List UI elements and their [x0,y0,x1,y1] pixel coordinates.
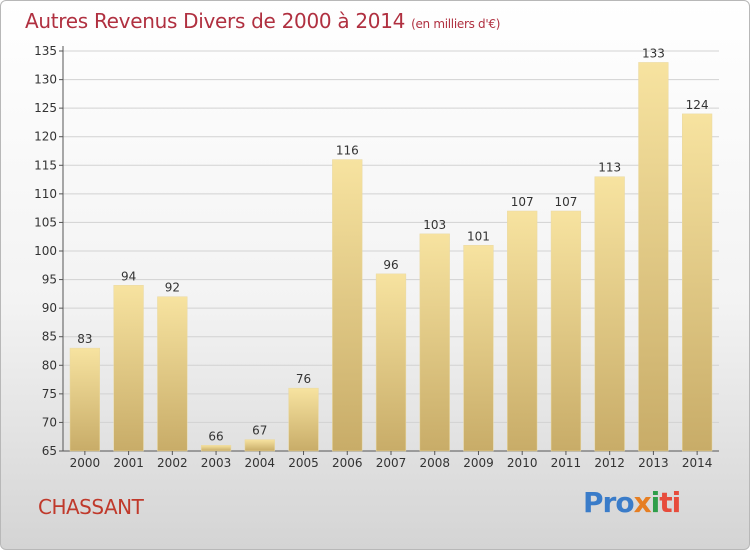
y-tick-label: 100 [34,244,57,258]
bar [463,245,494,452]
x-tick-labels: 2000 2001 2002 2003 2004 2005 2006 2007 2008 2009… [70,451,713,470]
data-label: 66 [208,429,223,443]
city-name: CHASSANT [38,495,144,519]
x-tick-label: 2008 [419,456,450,470]
bar [594,176,625,452]
x-tick-label: 2010 [507,456,538,470]
x-tick-label: 2007 [376,456,407,470]
data-label: 113 [598,161,621,175]
bar [638,62,669,452]
logo-part-3: i [650,486,661,519]
y-tick-label: 110 [34,187,57,201]
bars [69,62,713,452]
x-tick-label: 2000 [70,456,101,470]
x-tick-label: 2012 [594,456,625,470]
logo-part-4: ti [659,486,681,519]
bar [507,210,538,452]
data-labels: 83 94 92 66 67 76 116 96 103 101 107 107 113 133 124 [77,46,708,443]
bar [244,439,275,452]
chart-unit: (en milliers d'€) [411,17,501,31]
data-label: 107 [511,195,534,209]
y-tick-label: 95 [42,273,57,287]
y-tick-label: 135 [34,44,57,58]
y-tick-label: 90 [42,301,57,315]
x-tick-label: 2009 [463,456,494,470]
bar [157,296,188,452]
y-tick-label: 65 [42,444,57,458]
bar [332,159,363,452]
bar [550,210,582,452]
y-tick-label: 115 [34,158,57,172]
x-tick-label: 2001 [113,456,144,470]
y-tick-labels: 65 70 75 80 85 90 95 100 105 110 115 120 125 130 135 [34,44,57,458]
x-tick-label: 2003 [201,456,232,470]
bar [682,113,713,452]
bar [419,233,450,452]
bar [69,347,100,452]
y-tick-label: 125 [34,101,57,115]
proxiti-logo[interactable]: Proxiti [583,486,681,519]
bar [113,285,144,452]
chart-title-text: Autres Revenus Divers de 2000 à 2014 [25,9,406,33]
bar [375,273,407,452]
data-label: 101 [467,229,490,243]
x-tick-label: 2013 [638,456,669,470]
y-tick-label: 120 [34,130,57,144]
logo-part-2: x [633,486,652,519]
y-tick-label: 105 [34,215,57,229]
data-label: 94 [121,269,136,283]
y-tick-label: 85 [42,330,57,344]
data-label: 76 [296,372,311,386]
data-label: 116 [336,144,359,158]
bar [200,445,232,452]
x-tick-label: 2006 [332,456,363,470]
y-tick-label: 80 [42,358,57,372]
chart-title: Autres Revenus Divers de 2000 à 2014 (en … [25,9,500,33]
bar [288,387,319,452]
x-tick-label: 2005 [288,456,319,470]
logo-part-1: Pro [583,486,635,519]
data-label: 67 [252,424,267,438]
data-label: 124 [686,98,709,112]
data-label: 92 [165,281,180,295]
data-label: 83 [77,332,92,346]
data-label: 96 [383,258,398,272]
x-tick-label: 2014 [682,456,713,470]
data-label: 103 [423,218,446,232]
y-tick-label: 130 [34,73,57,87]
data-label: 107 [554,195,577,209]
x-tick-label: 2002 [157,456,188,470]
data-label: 133 [642,46,665,60]
y-tick-label: 75 [42,387,57,401]
x-tick-label: 2011 [551,456,582,470]
x-tick-label: 2004 [245,456,276,470]
y-tick-label: 70 [42,415,57,429]
